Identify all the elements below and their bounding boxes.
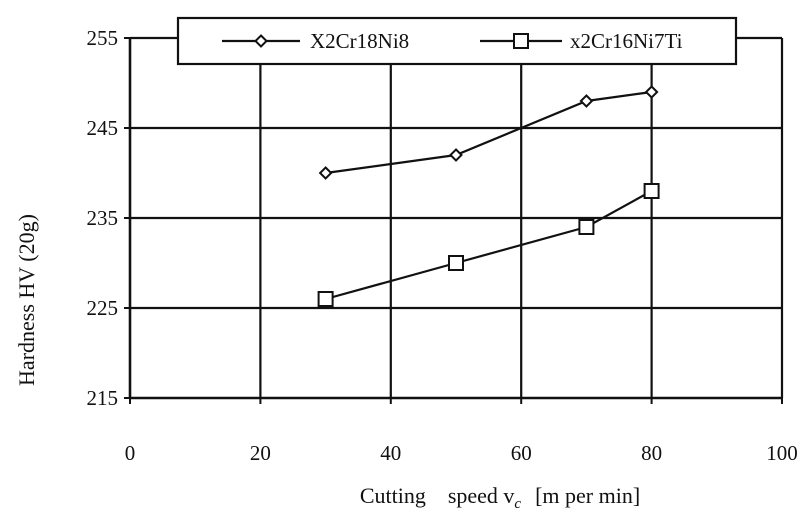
y-tick-label: 255	[87, 26, 119, 50]
y-axis-title: Hardness HV (20g)	[14, 214, 39, 386]
x-axis-title-main: Cutting speed v	[360, 483, 515, 508]
x-axis-title-subscript: c	[514, 496, 521, 512]
x-axis-title: Cutting speed vc [m per min]	[360, 483, 640, 512]
x-tick-label: 20	[250, 441, 271, 465]
legend-label-2: x2Cr16Ni7Ti	[570, 29, 683, 53]
diamond-marker	[449, 148, 463, 162]
diamond-marker	[579, 94, 594, 108]
legend-label-1: X2Cr18Ni8	[310, 29, 409, 53]
series-line-2	[325, 190, 653, 301]
y-tick-label: 215	[87, 386, 119, 410]
tick-labels: 0 20 40 60 80 100 215 225 235 245 255	[87, 26, 798, 465]
legend-diamond-marker	[254, 34, 268, 48]
x-tick-label: 80	[641, 441, 662, 465]
square-marker	[448, 255, 464, 271]
square-marker	[643, 183, 660, 199]
legend: X2Cr18Ni8 x2Cr16Ni7Ti	[176, 16, 738, 66]
legend-square-marker	[513, 33, 529, 49]
series-line-1	[325, 90, 652, 175]
x-tick-label: 0	[125, 441, 136, 465]
grid	[124, 36, 784, 404]
square-marker	[578, 219, 595, 235]
x-tick-label: 60	[511, 441, 532, 465]
x-axis-title-unit: [m per min]	[535, 483, 640, 508]
y-tick-label: 235	[87, 206, 119, 230]
square-marker	[317, 291, 334, 307]
diamond-marker	[318, 166, 333, 180]
x-tick-label: 40	[380, 441, 401, 465]
x-tick-label: 100	[766, 441, 798, 465]
series-layer	[317, 85, 660, 307]
y-tick-label: 245	[87, 116, 119, 140]
diamond-marker	[644, 85, 659, 99]
y-tick-label: 225	[87, 296, 119, 320]
